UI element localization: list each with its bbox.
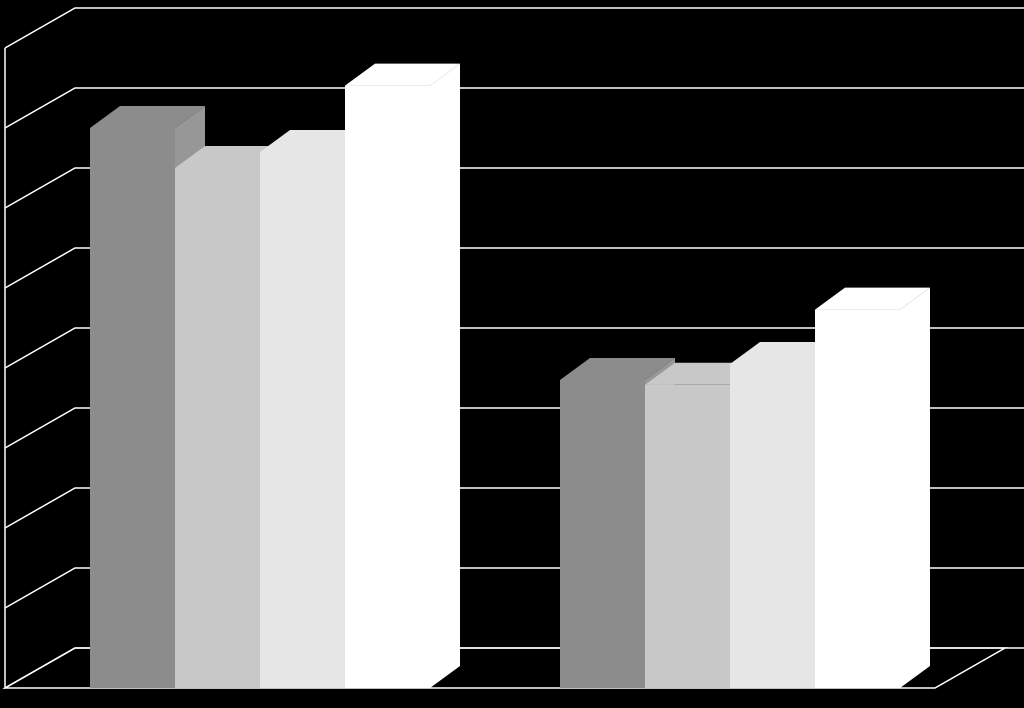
bar-top: [815, 287, 930, 310]
bar-top: [560, 358, 675, 380]
grid-line: [4, 167, 1024, 209]
bar: [175, 168, 260, 688]
bar: [730, 364, 815, 688]
bar: [645, 384, 730, 688]
grid-line: [4, 7, 1024, 49]
bar: [345, 85, 430, 689]
bar: [560, 380, 645, 688]
grid-line: [4, 327, 1024, 369]
bar-top: [90, 106, 205, 128]
left-wall: [4, 48, 76, 690]
bar-side: [430, 63, 460, 689]
bar-top: [345, 63, 460, 86]
bar: [815, 309, 900, 688]
grid-line: [4, 247, 1024, 289]
grid-line: [4, 87, 1024, 129]
bar-side: [900, 287, 930, 688]
bar: [90, 128, 175, 688]
bar: [260, 152, 345, 688]
